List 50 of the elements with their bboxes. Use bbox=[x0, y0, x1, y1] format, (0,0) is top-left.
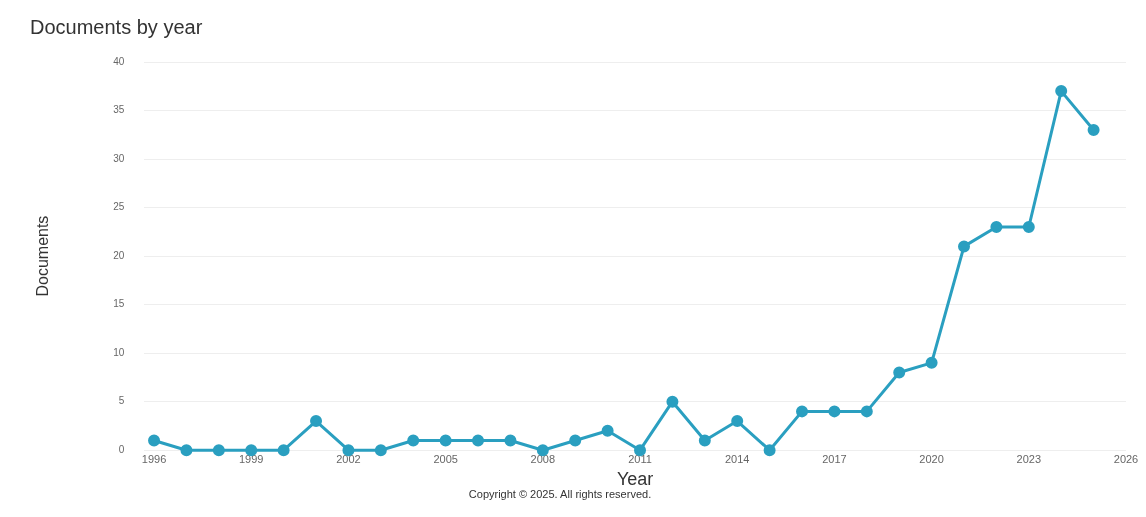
point bbox=[277, 444, 290, 457]
x-tick-label: 2023 bbox=[1016, 452, 1042, 465]
x-tick-label: 2011 bbox=[628, 452, 652, 465]
x-tick-label: 2020 bbox=[919, 452, 944, 465]
point bbox=[601, 424, 614, 437]
point bbox=[569, 434, 582, 447]
point bbox=[990, 220, 1003, 233]
point bbox=[1055, 85, 1068, 98]
point bbox=[925, 356, 938, 369]
x-tick-label: 2002 bbox=[336, 452, 361, 465]
y-axis-title: Documents bbox=[34, 215, 52, 297]
point bbox=[958, 240, 971, 253]
point bbox=[180, 444, 193, 457]
point bbox=[439, 434, 452, 447]
x-tick-label: 2008 bbox=[530, 452, 556, 465]
y-tick-label: 10 bbox=[113, 346, 125, 358]
text: Copyright © 2025. All rights reserved. bbox=[468, 487, 652, 500]
point bbox=[504, 434, 517, 447]
y-tick-label: 40 bbox=[113, 55, 125, 67]
point bbox=[310, 415, 323, 428]
point bbox=[860, 405, 873, 418]
point bbox=[212, 444, 225, 457]
point bbox=[893, 366, 906, 379]
point bbox=[374, 444, 387, 457]
x-tick-label: 2026 bbox=[1113, 452, 1139, 465]
y-tick-label: 20 bbox=[113, 249, 125, 261]
chart-title: Documents by year bbox=[30, 15, 203, 38]
x-axis-title: Year bbox=[616, 469, 654, 490]
point bbox=[666, 395, 679, 408]
point bbox=[698, 434, 711, 447]
x-tick-label: 2005 bbox=[433, 452, 458, 465]
point bbox=[796, 405, 809, 418]
point bbox=[472, 434, 485, 447]
point bbox=[731, 415, 744, 428]
x-tick-label: 1996 bbox=[141, 452, 167, 465]
y-tick-label: 25 bbox=[113, 201, 125, 213]
point bbox=[1087, 123, 1100, 136]
point bbox=[1022, 220, 1035, 233]
point bbox=[407, 434, 420, 447]
y-tick-label: 30 bbox=[113, 152, 125, 164]
point bbox=[828, 405, 841, 418]
y-tick-label: 0 bbox=[118, 443, 125, 455]
y-tick-label: 5 bbox=[118, 395, 125, 407]
x-tick-label: 1999 bbox=[239, 452, 264, 465]
x-tick-label: 2014 bbox=[724, 452, 750, 465]
point bbox=[148, 434, 161, 447]
x-tick-label: 2017 bbox=[822, 452, 847, 465]
y-tick-label: 15 bbox=[113, 298, 125, 310]
point bbox=[763, 444, 776, 457]
y-tick-label: 35 bbox=[113, 104, 125, 116]
